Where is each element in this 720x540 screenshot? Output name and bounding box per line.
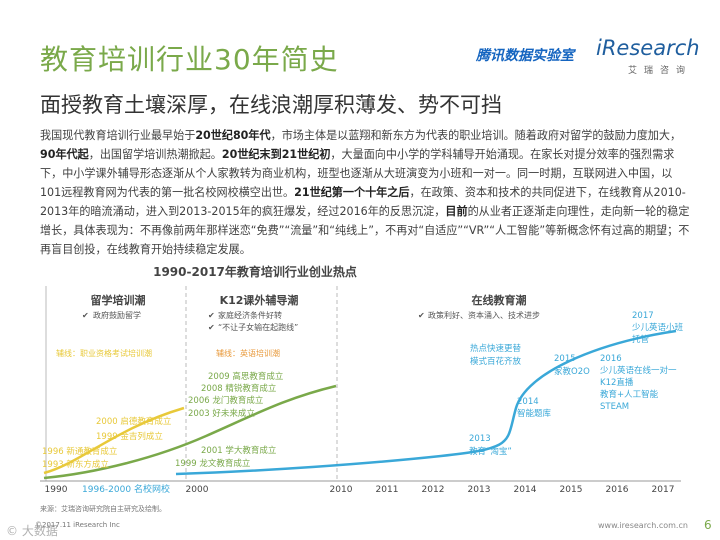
- phase-bullet: 家庭经济条件好转: [218, 310, 282, 320]
- event-label: 2003 好未来成立: [188, 408, 255, 419]
- phase-mainline: 辅线：英语培训潮: [216, 348, 280, 358]
- event-label: 热点快速更替: [470, 343, 522, 354]
- page-title: 教育培训行业30年简史: [40, 43, 339, 76]
- event-label: 1996 新通教育成立: [42, 446, 118, 457]
- event-label: 2013: [469, 434, 491, 444]
- phase-bullet-icon: ✔: [208, 323, 215, 332]
- event-label: 2006 龙门教育成立: [188, 395, 264, 406]
- event-label: 少儿英语在线一对一: [600, 365, 677, 376]
- x-tick-label: 2011: [376, 485, 399, 495]
- event-label: 教育+人工智能: [600, 389, 659, 400]
- phase-title: K12课外辅导潮: [220, 293, 299, 307]
- event-label: 模式百花齐放: [470, 356, 522, 367]
- tencent-data-lab-logo: 腾讯数据实验室: [476, 48, 574, 64]
- x-tick-label: 2000: [186, 485, 209, 495]
- iresearch-logo: iResearch: [596, 36, 700, 60]
- event-label: 2008 精锐教育成立: [201, 383, 277, 394]
- event-label: 托管: [632, 334, 649, 345]
- iresearch-cn-logo: 艾瑞咨询: [628, 66, 693, 76]
- event-label: 智能题库: [517, 408, 552, 419]
- para-text: 我国现代教育培训行业最早始于: [40, 129, 196, 142]
- x-tick-label: 1990: [45, 485, 68, 495]
- page-number: 6: [704, 518, 712, 532]
- page-subtitle: 面授教育土壤深厚，在线浪潮厚积薄发、势不可挡: [40, 93, 502, 117]
- phase-bullet: 政府鼓励留学: [93, 310, 141, 320]
- phase-mainline: 辅线：职业资格考试培训潮: [56, 348, 152, 358]
- chart-title: 1990-2017年教育培训行业创业热点: [153, 264, 357, 279]
- x-tick-label: 2014: [514, 485, 537, 495]
- event-label: 2000 启德教育成立: [96, 416, 172, 427]
- x-tick-label: 2017: [652, 485, 675, 495]
- para-text: ，出国留学培训热潮掀起。: [88, 148, 222, 161]
- para-bold: 目前: [445, 205, 468, 218]
- phase-title: 在线教育潮: [472, 293, 527, 307]
- event-label: 1993 新东方成立: [42, 459, 109, 470]
- event-label: 教育“淘宝”: [469, 446, 512, 457]
- phase-bullet-icon: ✔: [82, 311, 89, 320]
- x-tick-label: 2015: [560, 485, 583, 495]
- x-tick-label: 2012: [422, 485, 445, 495]
- event-label: STEAM: [600, 402, 629, 412]
- para-text: ，市场主体是以蓝翔和新东方为代表的职业培训。随着政府对留学的鼓励力度加大，: [270, 129, 682, 142]
- event-label: 少儿英语小班: [632, 322, 684, 333]
- para-text: ，在政策、资本和技术的共同促进下，在线教育从2010-2013年的暗流涌动，进入…: [40, 186, 686, 218]
- phase-title: 留学培训潮: [91, 293, 146, 307]
- event-label: 2014: [517, 397, 539, 407]
- phase-bullet: 政策利好、资本涌入、技术进步: [428, 310, 540, 320]
- history-chart: 1990-2017年教育培训行业创业热点 留学培训潮 ✔ 政府鼓励留学 辅线：职…: [40, 264, 684, 495]
- phase-bullet-icon: ✔: [208, 311, 215, 320]
- series-line-online: [175, 329, 677, 476]
- event-label: 2016: [600, 354, 622, 364]
- event-label: 2001 学大教育成立: [201, 445, 277, 456]
- event-label: 2017: [632, 311, 654, 321]
- phase-bullet: “不让子女输在起跑线”: [218, 322, 298, 332]
- x-tick-label: 2016: [606, 485, 629, 495]
- website-url[interactable]: www.iresearch.com.cn: [598, 521, 688, 530]
- para-bold: 20世纪末到21世纪初: [221, 148, 331, 161]
- para-bold: 90年代起: [40, 148, 89, 161]
- event-label: 2009 高思教育成立: [208, 371, 284, 382]
- event-label: 1999 金吉列成立: [96, 431, 163, 442]
- series-line-k12: [43, 384, 337, 480]
- para-text: ，大量面向中小学的学科辅导开始涌现。在家长对提分效率的强烈需求下，中小学课外辅导…: [40, 148, 675, 199]
- event-label: 家教O2O: [554, 366, 590, 377]
- copyright: ©2017.11 iResearch Inc: [35, 521, 120, 529]
- event-label: 1999 龙文教育成立: [175, 458, 251, 469]
- para-text: 的从业者正逐渐走向理性，走向新一轮的稳定增长，具体表现为：不再像前两年那样迷恋“…: [40, 205, 690, 256]
- source-note: 来源：艾瑞咨询研究院自主研究及绘制。: [40, 505, 166, 513]
- para-bold: 20世纪80年代: [195, 129, 271, 142]
- phase-bullet-icon: ✔: [418, 311, 425, 320]
- x-tick-label: 1996-2000 名校网校: [82, 483, 170, 495]
- series-line-overseas: [43, 406, 185, 475]
- x-tick-label: 2010: [330, 485, 353, 495]
- event-label: K12直播: [600, 377, 634, 388]
- intro-paragraph: 我国现代教育培训行业最早始于20世纪80年代，市场主体是以蓝翔和新东方为代表的职…: [40, 126, 690, 259]
- x-tick-label: 2013: [468, 485, 491, 495]
- event-label: 2015: [554, 354, 576, 364]
- watermark: © 大数据: [6, 524, 58, 538]
- para-bold: 21世纪第一个十年之后: [294, 186, 410, 199]
